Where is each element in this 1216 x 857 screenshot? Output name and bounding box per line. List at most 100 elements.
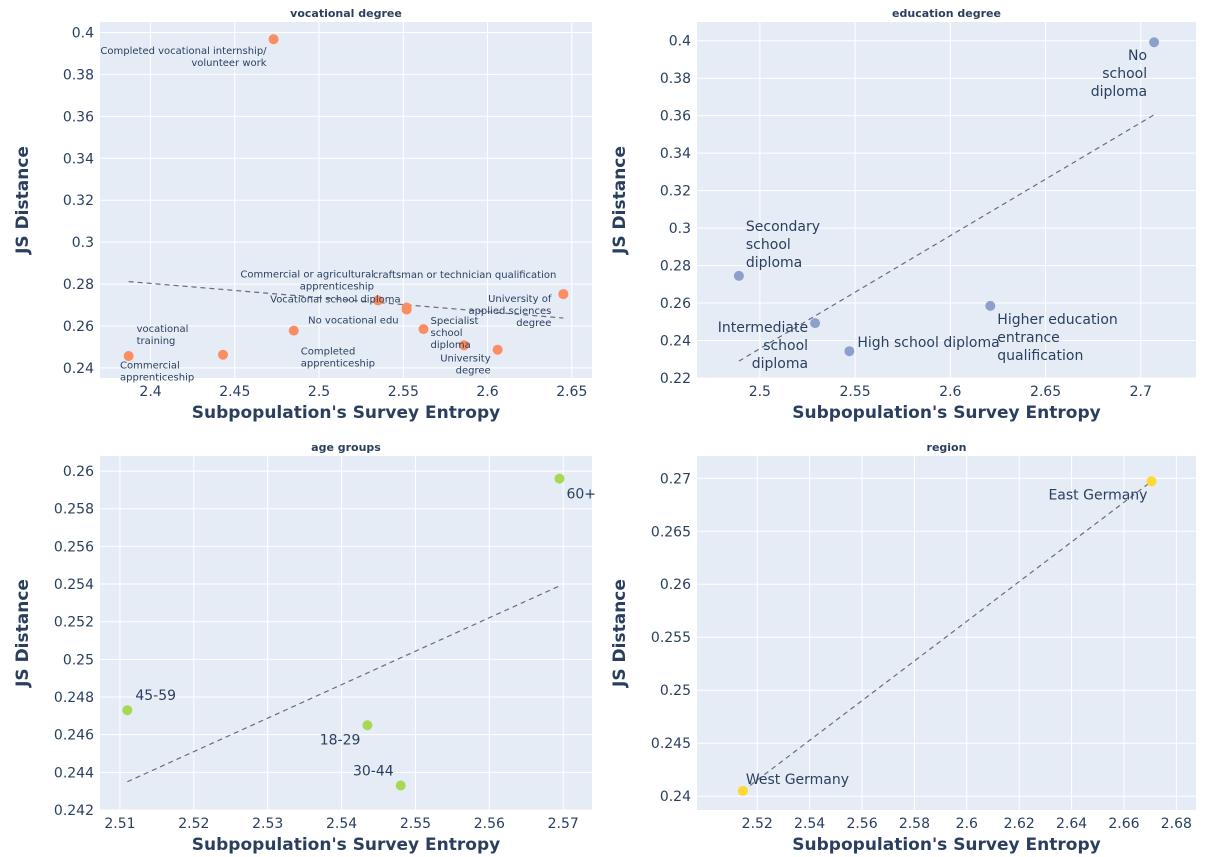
- x-tick-label: 2.54: [794, 816, 825, 832]
- x-tick-label: 2.55: [839, 384, 870, 400]
- data-point[interactable]: [1149, 37, 1160, 48]
- y-tick-label: 0.38: [63, 67, 94, 83]
- y-tick-label: 0.25: [63, 652, 94, 668]
- y-axis-title: JS Distance: [13, 146, 33, 255]
- data-point[interactable]: [844, 346, 855, 357]
- data-point[interactable]: [985, 300, 996, 311]
- y-tick-label: 0.24: [660, 789, 691, 805]
- y-tick-label: 0.34: [660, 146, 691, 162]
- x-tick-label: 2.55: [388, 384, 419, 400]
- y-tick-label: 0.32: [660, 184, 691, 200]
- data-point[interactable]: [395, 780, 406, 791]
- y-tick-label: 0.27: [660, 471, 691, 487]
- y-tick-label: 0.24: [63, 361, 94, 377]
- x-tick-label: 2.56: [846, 816, 877, 832]
- y-tick-label: 0.3: [72, 235, 94, 251]
- point-label: 18-29: [320, 732, 361, 748]
- y-tick-label: 0.36: [660, 109, 691, 125]
- x-tick-label: 2.62: [1004, 816, 1035, 832]
- chart-panel-1: 2.5 2.55 2.6 2.65 2.7 0.22 0.24 0.26 0.28 0.3 0.32…: [610, 7, 1196, 423]
- x-tick-label: 2.53: [252, 816, 283, 832]
- y-tick-label: 0.28: [63, 277, 94, 293]
- point-label: Commercial or agricultural apprenticeship: [240, 269, 374, 292]
- point-label: High school diploma: [857, 335, 999, 351]
- y-tick-label: 0.32: [63, 193, 94, 209]
- x-tick-label: 2.5: [749, 384, 771, 400]
- point-label: 30-44: [353, 764, 394, 780]
- y-tick-label: 0.4: [72, 25, 94, 41]
- data-point[interactable]: [362, 720, 373, 731]
- y-tick-label: 0.34: [63, 151, 94, 167]
- data-point[interactable]: [558, 289, 569, 300]
- y-tick-label: 0.258: [54, 502, 94, 518]
- panel-title: education degree: [892, 7, 1001, 20]
- y-tick-label: 0.252: [54, 615, 94, 631]
- point-label: Completed vocational internship/voluntee…: [100, 46, 267, 69]
- data-point[interactable]: [268, 34, 279, 45]
- x-tick-label: 2.56: [474, 816, 505, 832]
- y-tick-label: 0.245: [651, 736, 691, 752]
- x-tick-label: 2.52: [178, 816, 209, 832]
- point-label: 60+: [566, 487, 596, 503]
- data-point[interactable]: [492, 344, 503, 355]
- x-tick-label: 2.64: [1056, 816, 1087, 832]
- x-tick-label: 2.58: [899, 816, 930, 832]
- data-point[interactable]: [288, 325, 299, 336]
- data-point[interactable]: [737, 785, 748, 796]
- y-tick-label: 0.4: [669, 34, 691, 50]
- chart-panel-2: 2.51 2.52 2.53 2.54 2.55 2.56 2.57 0.242 0.244 0.…: [13, 441, 596, 855]
- data-point[interactable]: [373, 295, 384, 306]
- point-label: 45-59: [135, 688, 176, 704]
- data-point[interactable]: [401, 304, 412, 315]
- data-point[interactable]: [218, 349, 228, 360]
- chart-panel-0: 2.4 2.45 2.5 2.55 2.6 2.65 0.24 0.26 0.28 0.3 0.32…: [13, 7, 592, 423]
- x-axis-title: Subpopulation's Survey Entropy: [792, 835, 1100, 855]
- panel-title: region: [927, 441, 967, 454]
- data-point[interactable]: [458, 340, 469, 351]
- data-point[interactable]: [1146, 476, 1157, 487]
- y-tick-label: 0.242: [54, 803, 94, 819]
- x-tick-label: 2.66: [1108, 816, 1139, 832]
- data-point[interactable]: [810, 318, 821, 329]
- y-tick-label: 0.254: [54, 577, 94, 593]
- panel-title: age groups: [311, 441, 381, 454]
- y-axis-title: JS Distance: [610, 579, 630, 688]
- point-label: West Germany: [746, 772, 849, 788]
- x-tick-label: 2.6: [476, 384, 498, 400]
- x-tick-label: 2.4: [139, 384, 161, 400]
- x-tick-label: 2.5: [308, 384, 330, 400]
- point-label: vocational training: [137, 324, 189, 347]
- point-label: No vocational edu: [308, 316, 399, 327]
- y-tick-label: 0.244: [54, 765, 94, 781]
- data-point[interactable]: [122, 705, 133, 716]
- data-point[interactable]: [554, 473, 565, 484]
- point-label: University degree: [440, 354, 491, 377]
- y-axis-title: JS Distance: [13, 579, 33, 688]
- data-point[interactable]: [123, 350, 134, 361]
- x-axis-title: Subpopulation's Survey Entropy: [192, 403, 500, 423]
- plot-area: [100, 456, 592, 810]
- x-axis-title: Subpopulation's Survey Entropy: [792, 403, 1100, 423]
- point-label: Vocational school diploma: [270, 295, 401, 306]
- x-tick-label: 2.52: [742, 816, 773, 832]
- y-tick-label: 0.265: [651, 524, 691, 540]
- point-label: University of applied sciences degree: [468, 294, 551, 329]
- x-tick-label: 2.68: [1161, 816, 1192, 832]
- x-tick-label: 2.6: [956, 816, 978, 832]
- point-label: craftsman or technician qualification: [373, 270, 556, 281]
- point-label: Specialist school diploma: [431, 316, 479, 351]
- x-tick-label: 2.7: [1130, 384, 1152, 400]
- point-label: Intermediate school diploma: [718, 320, 808, 372]
- trend-line: [128, 280, 564, 319]
- data-point[interactable]: [418, 324, 429, 335]
- x-tick-label: 2.6: [939, 384, 961, 400]
- y-tick-label: 0.255: [651, 630, 691, 646]
- point-label: Secondary school diploma: [746, 219, 820, 271]
- point-label: No school diploma: [1091, 48, 1147, 100]
- x-tick-label: 2.65: [556, 384, 587, 400]
- x-tick-label: 2.54: [326, 816, 357, 832]
- x-tick-label: 2.65: [1030, 384, 1061, 400]
- data-point[interactable]: [733, 270, 744, 281]
- y-tick-label: 0.3: [669, 221, 691, 237]
